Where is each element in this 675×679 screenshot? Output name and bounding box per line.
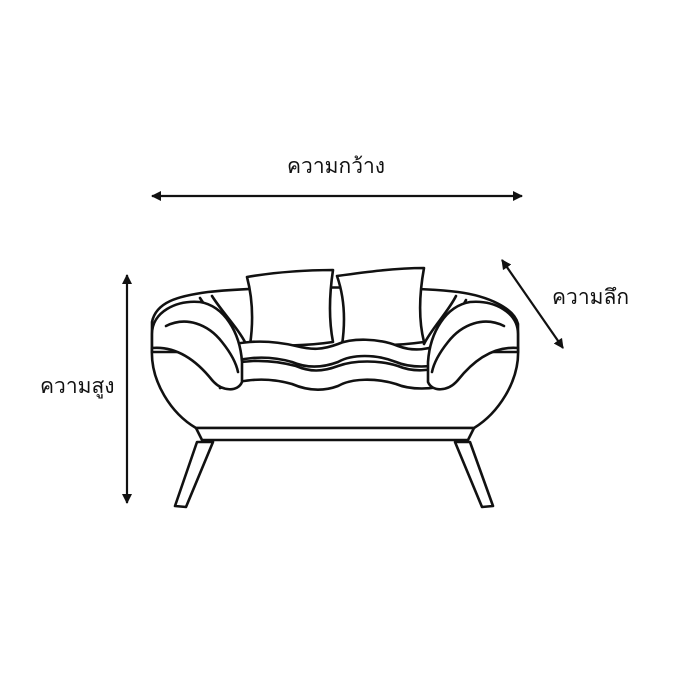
sofa-outline — [150, 266, 520, 509]
sofa-leg-left — [173, 440, 215, 509]
height-label: ความสูง — [40, 374, 115, 398]
sofa-back-rib — [210, 294, 248, 346]
sofa-pillow-left — [245, 268, 335, 347]
sofa-leg-right — [453, 440, 495, 509]
sofa-arm-right-seam — [430, 320, 506, 374]
depth-label: ความลึก — [552, 285, 630, 309]
sofa-arm-left-seam — [164, 320, 240, 374]
sofa-pillow-right — [335, 266, 426, 347]
depth-arrow — [501, 259, 564, 349]
width-label: ความกว้าง — [287, 154, 386, 178]
sofa-back-rib — [422, 294, 458, 346]
sofa-apron — [194, 426, 476, 442]
